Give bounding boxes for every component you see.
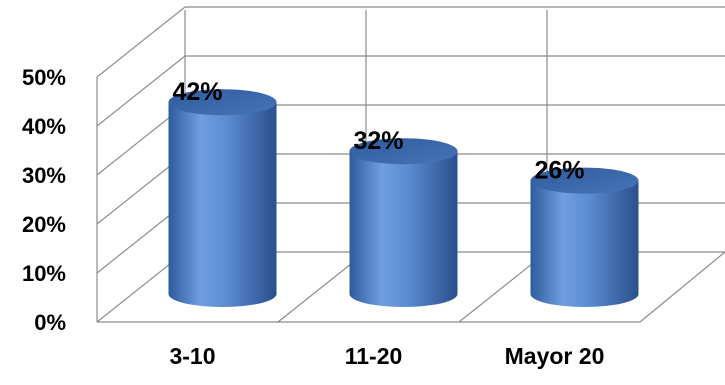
- data-label: 32%: [353, 127, 403, 155]
- y-tick-label: 30%: [22, 163, 66, 188]
- label-layer: 0% 10% 20% 30% 40% 50% 42% 3-10 32% 11-20 26% Mayor…: [22, 65, 604, 369]
- bar-cylinder-body: [168, 102, 277, 307]
- bar-cylinder-top: [349, 138, 458, 165]
- bar-cylinder-body: [530, 180, 639, 307]
- y-tick-label: 40%: [22, 114, 66, 139]
- x-tick-label: Mayor 20: [505, 343, 605, 369]
- data-label: 26%: [534, 157, 584, 185]
- y-tick-label: 10%: [22, 261, 66, 286]
- bar-cylinder-top: [530, 167, 639, 194]
- gridline: [96, 6, 725, 78]
- data-label: 42%: [172, 78, 222, 106]
- bar-layer: [168, 89, 639, 307]
- y-tick-label: 50%: [22, 65, 66, 90]
- y-tick-label: 0%: [34, 310, 66, 335]
- y-tick-label: 20%: [22, 212, 66, 237]
- bar-cylinder-top: [168, 89, 277, 116]
- floor-right-edge: [639, 251, 725, 323]
- x-tick-label: 3-10: [169, 343, 215, 369]
- bar-cylinder-body: [349, 151, 458, 307]
- x-tick-label: 11-20: [345, 343, 403, 369]
